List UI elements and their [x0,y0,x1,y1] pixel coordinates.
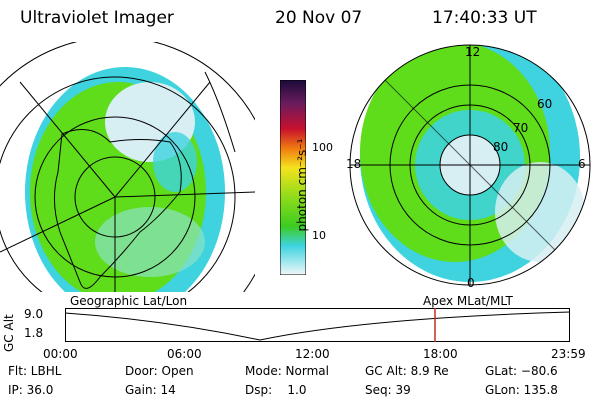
magnetic-polar-map [349,44,591,286]
time-tick-0000: 00:00 [43,347,78,361]
dsp-status: Dsp: 1.0 [245,383,307,397]
geographic-polar-map [0,42,255,292]
gain-status: Gain: 14 [125,383,176,397]
seq-status: Seq: 39 [365,383,411,397]
time-tick-1200: 12:00 [295,347,330,361]
longitude-lines [0,81,255,292]
date-label: 20 Nov 07 [275,8,363,28]
timeline-y-tick-9: 9.0 [24,307,44,321]
time-tick-0600: 06:00 [167,347,202,361]
continent-outline [54,129,182,289]
time-label: 17:40:33 UT [432,8,537,28]
colorbar [280,80,306,275]
glat-status: GLat: −80.6 [485,364,558,378]
mlt-lines [350,45,590,285]
instrument-title: Ultraviolet Imager [20,8,174,28]
mode-status: Mode: Normal [245,364,329,378]
colorbar-tick-10: 10 [312,229,326,242]
mlt-label-12: 12 [465,45,481,59]
mlat-label-80: 80 [493,140,509,154]
right-coord-label: Apex MLat/MLT [423,294,513,308]
timeline-y-tick-1-8: 1.8 [24,326,44,340]
door-status: Door: Open [125,364,194,378]
time-tick-1800: 18:00 [423,347,458,361]
mlat-label-60: 60 [537,97,553,111]
timeline-y-title: GC Alt [2,314,16,352]
left-coord-label: Geographic Lat/Lon [70,294,188,308]
colorbar-label: photon cm⁻²s⁻¹ [295,138,309,232]
mlt-label-18: 18 [346,157,362,171]
mlat-label-70: 70 [513,121,529,135]
mlt-label-6: 6 [578,157,586,171]
colorbar-tick-100: 100 [312,141,333,154]
altitude-timeline [65,308,570,342]
aurora-cyan-patch [95,207,205,277]
glon-status: GLon: 135.8 [485,383,558,397]
altitude-curve [65,311,570,341]
ip-status: IP: 36.0 [8,383,54,397]
gc-alt-status: GC Alt: 8.9 Re [365,364,449,378]
dawn-gap [495,162,585,262]
time-tick-2359: 23:59 [551,347,586,361]
mlt-label-0: 0 [467,276,475,290]
coast-line [204,71,236,153]
filter-status: Flt: LBHL [8,364,62,378]
aurora-cyan-patch-2 [153,132,197,192]
